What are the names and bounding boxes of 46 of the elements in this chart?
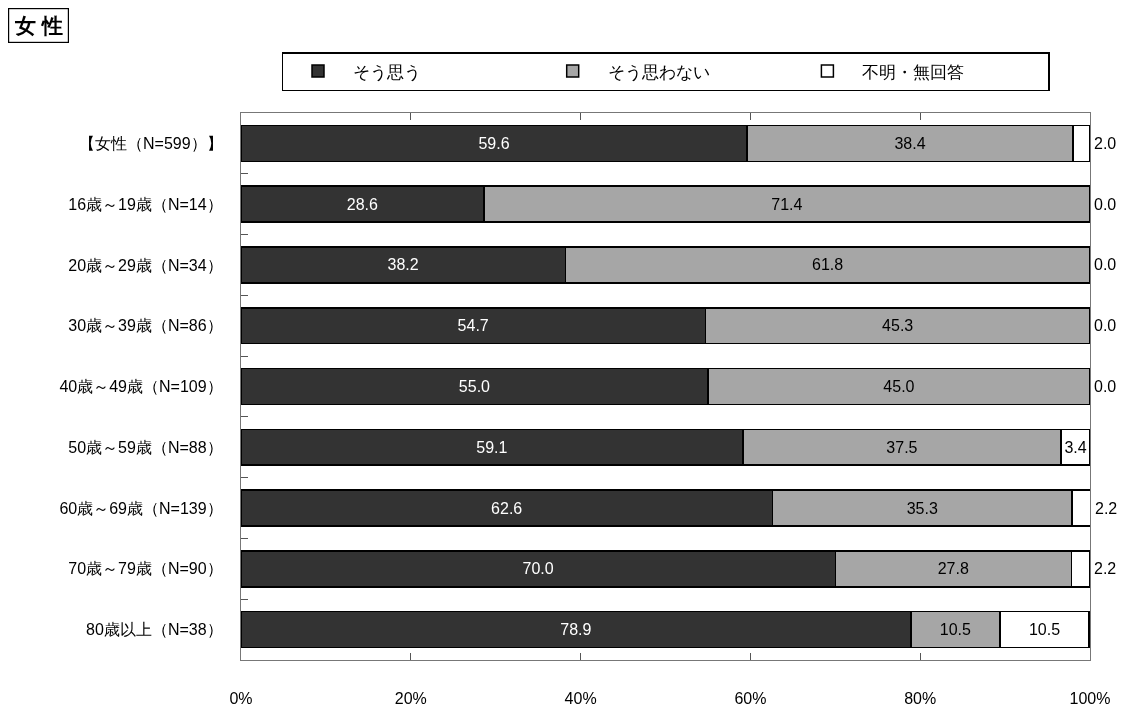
- data-label: 27.8: [937, 560, 969, 578]
- data-label: 59.1: [476, 438, 508, 456]
- text: 女 性: [14, 14, 64, 38]
- data-label: 0.0: [1094, 317, 1117, 334]
- x-tick-label: 20%: [394, 690, 427, 706]
- x-tick-label: 60%: [734, 690, 767, 706]
- legend-label: 不明・無回答: [862, 62, 965, 82]
- data-label: 55.0: [458, 378, 491, 395]
- data-label: 59.6: [478, 134, 510, 152]
- y-tick-label: 30歳～39歳（N=86）: [68, 317, 223, 335]
- data-label: 3.4: [1064, 438, 1087, 456]
- x-tick-label: 40%: [564, 690, 597, 706]
- data-label: 62.6: [491, 499, 523, 517]
- y-tick-label: 16歳～19歳（N=14）: [68, 195, 223, 213]
- data-label: 2.2: [1094, 560, 1117, 577]
- y-tick-label: 40歳～49歳（N=109）: [59, 378, 223, 396]
- data-label: 45.3: [882, 317, 914, 335]
- data-label: 35.3: [906, 499, 938, 517]
- data-label: 2.0: [1094, 135, 1117, 152]
- data-label: 0.0: [1094, 256, 1117, 273]
- data-label: 71.4: [771, 195, 803, 213]
- x-tick-label: 80%: [904, 690, 937, 706]
- data-label: 38.2: [387, 256, 419, 274]
- x-tick-label: 100%: [1069, 690, 1111, 706]
- y-tick-label: 70歳～79歳（N=90）: [68, 560, 223, 578]
- data-label: 0.0: [1094, 378, 1117, 395]
- y-tick-label: 20歳～29歳（N=34）: [68, 256, 223, 274]
- legend-label: そう思う: [353, 62, 421, 82]
- y-tick-label: 50歳～59歳（N=88）: [68, 438, 223, 456]
- y-tick-label: 【女性（N=599）】: [79, 134, 223, 152]
- data-label: 61.8: [812, 256, 844, 274]
- data-label: 38.4: [894, 134, 926, 152]
- data-label: 2.2: [1095, 500, 1118, 517]
- x-tick-label: 0%: [229, 690, 253, 706]
- data-label: 78.9: [560, 621, 592, 639]
- legend-label: そう思わない: [607, 62, 710, 82]
- y-tick-label: 80歳以上（N=38）: [86, 621, 223, 639]
- data-label: 28.6: [346, 195, 379, 213]
- data-label: 10.5: [939, 621, 972, 639]
- data-label: 0.0: [1094, 196, 1117, 213]
- data-label: 10.5: [1028, 621, 1061, 639]
- y-tick-label: 60歳～69歳（N=139）: [59, 499, 223, 517]
- data-label: 45.0: [883, 378, 915, 395]
- data-label: 54.7: [457, 317, 489, 335]
- data-label: 37.5: [886, 438, 918, 456]
- data-label: 70.0: [522, 560, 554, 578]
